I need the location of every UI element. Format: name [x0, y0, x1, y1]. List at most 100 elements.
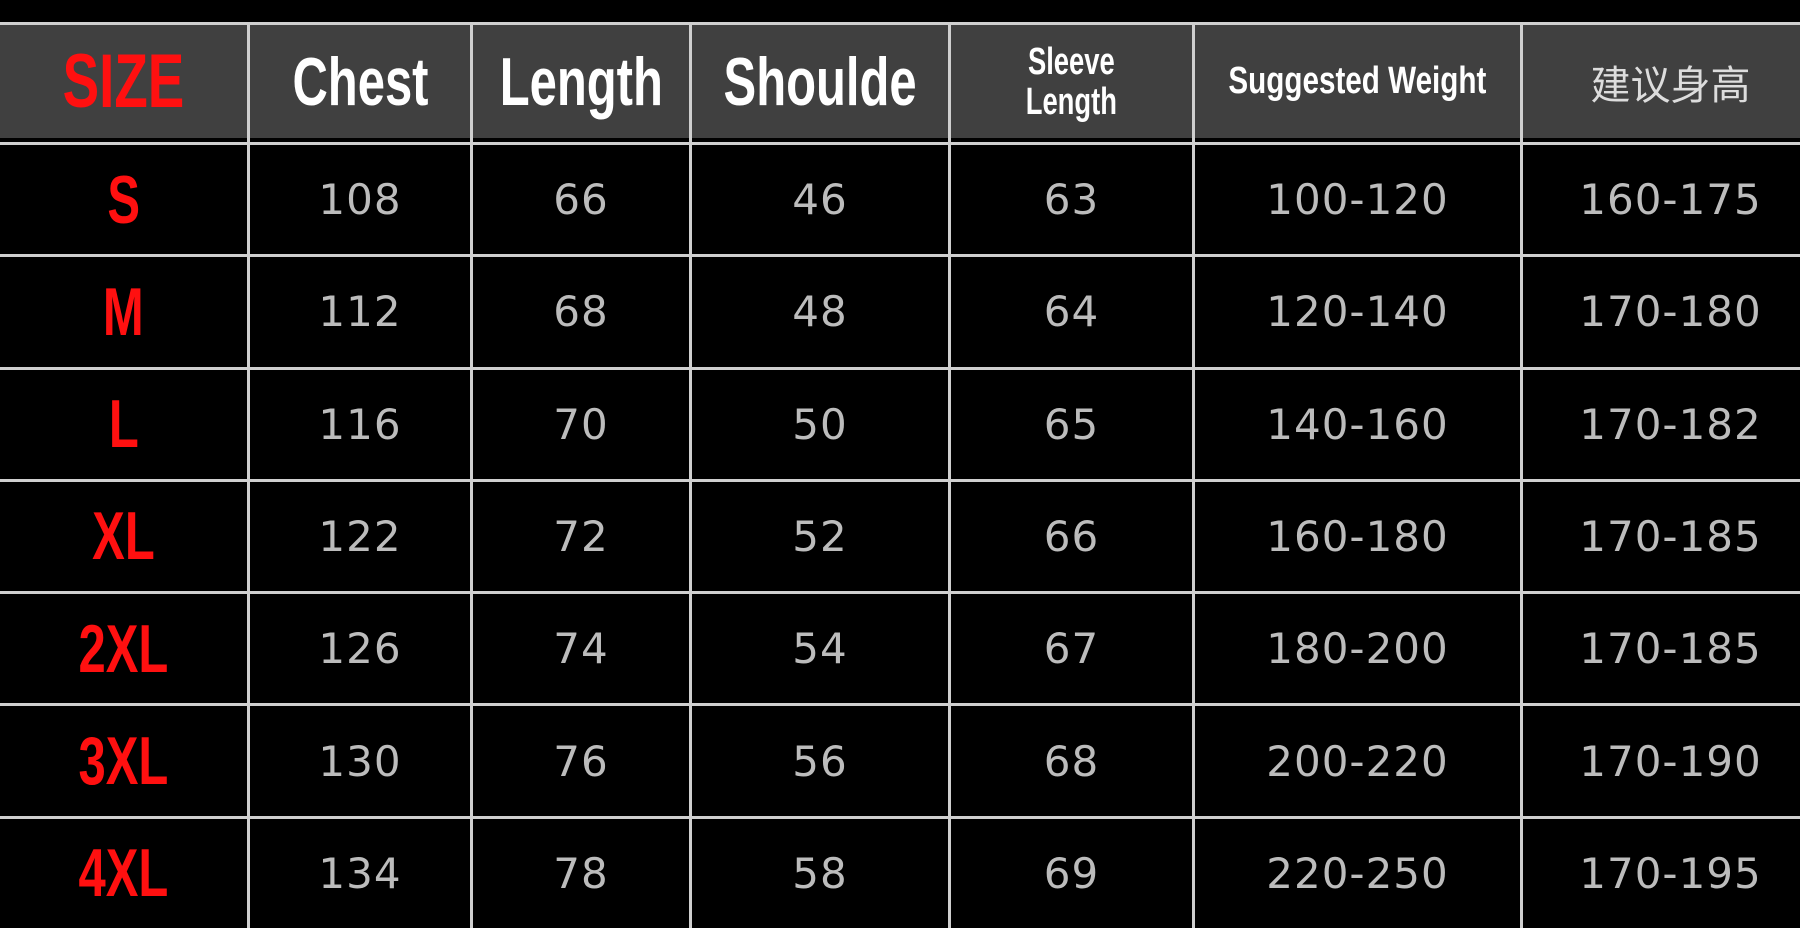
- header-sleeve-label: Sleeve Length: [1026, 42, 1117, 122]
- cell-shoulder: 50: [692, 369, 948, 479]
- header-sleeve-line2: Length: [1025, 80, 1118, 123]
- cell-chest: 116: [250, 369, 470, 479]
- cell-height: 170-180: [1523, 257, 1800, 367]
- size-value: XL: [92, 498, 155, 575]
- header-size: SIZE: [0, 25, 247, 142]
- header-length: Length: [473, 25, 689, 142]
- weight-value: 220-250: [1266, 848, 1449, 898]
- length-value: 78: [553, 848, 609, 898]
- size-value: 3XL: [78, 723, 169, 800]
- header-suggested-height: 建议身高: [1523, 25, 1800, 142]
- cell-shoulder: 56: [692, 706, 948, 816]
- height-value: 160-175: [1579, 175, 1762, 225]
- cell-sleeve-length: 65: [951, 369, 1192, 479]
- weight-value: 100-120: [1266, 175, 1449, 225]
- shoulder-value: 50: [792, 399, 848, 449]
- sleeve-length-value: 68: [1043, 736, 1100, 786]
- cell-weight: 140-160: [1195, 369, 1520, 479]
- shoulder-value: 48: [792, 287, 848, 337]
- cell-sleeve-length: 68: [951, 706, 1192, 816]
- height-value: 170-185: [1579, 511, 1762, 561]
- length-value: 66: [553, 175, 609, 225]
- cell-height: 170-182: [1523, 369, 1800, 479]
- length-value: 72: [553, 511, 609, 561]
- cell-shoulder: 58: [692, 818, 948, 928]
- header-chest-label: Chest: [291, 43, 429, 120]
- cell-chest: 126: [250, 594, 470, 704]
- chest-value: 126: [318, 624, 402, 674]
- height-value: 170-190: [1579, 736, 1762, 786]
- cell-chest: 112: [250, 257, 470, 367]
- shoulder-value: 54: [792, 624, 848, 674]
- height-value: 170-180: [1579, 287, 1762, 337]
- cell-sleeve-length: 64: [951, 257, 1192, 367]
- cell-size: 4XL: [0, 818, 247, 928]
- cell-size: L: [0, 369, 247, 479]
- header-weight-label: Suggested Weight: [1228, 60, 1487, 102]
- sleeve-length-value: 64: [1043, 287, 1100, 337]
- sleeve-length-value: 63: [1043, 175, 1100, 225]
- cell-height: 170-185: [1523, 594, 1800, 704]
- length-value: 70: [553, 399, 609, 449]
- chest-value: 130: [318, 736, 402, 786]
- cell-weight: 200-220: [1195, 706, 1520, 816]
- cell-weight: 180-200: [1195, 594, 1520, 704]
- cell-height: 170-190: [1523, 706, 1800, 816]
- cell-chest: 108: [250, 145, 470, 255]
- header-sleeve-length: Sleeve Length: [951, 25, 1192, 142]
- header-length-label: Length: [499, 43, 663, 120]
- cell-shoulder: 52: [692, 481, 948, 592]
- cell-size: S: [0, 145, 247, 255]
- cell-height: 160-175: [1523, 145, 1800, 255]
- cell-shoulder: 48: [692, 257, 948, 367]
- header-suggested-weight: Suggested Weight: [1195, 25, 1520, 142]
- cell-weight: 220-250: [1195, 818, 1520, 928]
- weight-value: 160-180: [1266, 511, 1449, 561]
- size-value: S: [107, 161, 140, 238]
- size-value: 2XL: [78, 610, 169, 687]
- cell-chest: 130: [250, 706, 470, 816]
- shoulder-value: 46: [792, 175, 848, 225]
- cell-shoulder: 46: [692, 145, 948, 255]
- cell-height: 170-185: [1523, 481, 1800, 592]
- chest-value: 108: [318, 175, 402, 225]
- sleeve-length-value: 67: [1043, 624, 1100, 674]
- height-value: 170-182: [1579, 399, 1762, 449]
- cell-size: 3XL: [0, 706, 247, 816]
- header-height-label: 建议身高: [1590, 62, 1751, 109]
- length-value: 76: [553, 736, 609, 786]
- sleeve-length-value: 69: [1043, 848, 1100, 898]
- cell-size: M: [0, 257, 247, 367]
- chest-value: 116: [318, 399, 402, 449]
- header-chest: Chest: [250, 25, 470, 142]
- cell-length: 72: [473, 481, 689, 592]
- header-shoulder: Shoulde: [692, 25, 948, 142]
- sleeve-length-value: 66: [1043, 511, 1100, 561]
- weight-value: 140-160: [1266, 399, 1449, 449]
- cell-length: 70: [473, 369, 689, 479]
- header-shoulder-label: Shoulde: [723, 43, 917, 120]
- cell-weight: 100-120: [1195, 145, 1520, 255]
- weight-value: 120-140: [1266, 287, 1449, 337]
- header-size-label: SIZE: [62, 39, 185, 124]
- cell-shoulder: 54: [692, 594, 948, 704]
- chest-value: 134: [318, 848, 402, 898]
- chest-value: 112: [318, 287, 402, 337]
- cell-sleeve-length: 67: [951, 594, 1192, 704]
- cell-length: 78: [473, 818, 689, 928]
- cell-weight: 160-180: [1195, 481, 1520, 592]
- cell-sleeve-length: 66: [951, 481, 1192, 592]
- height-value: 170-185: [1579, 624, 1762, 674]
- size-chart-table: SIZE Chest Length Shoulde Sleeve Length S…: [0, 22, 1800, 928]
- cell-size: XL: [0, 481, 247, 592]
- cell-chest: 134: [250, 818, 470, 928]
- cell-sleeve-length: 63: [951, 145, 1192, 255]
- size-value: M: [103, 273, 144, 350]
- size-value: L: [108, 386, 139, 463]
- cell-height: 170-195: [1523, 818, 1800, 928]
- shoulder-value: 56: [792, 736, 848, 786]
- shoulder-value: 58: [792, 848, 848, 898]
- header-sleeve-line1: Sleeve: [1028, 40, 1115, 83]
- weight-value: 180-200: [1266, 624, 1449, 674]
- weight-value: 200-220: [1266, 736, 1449, 786]
